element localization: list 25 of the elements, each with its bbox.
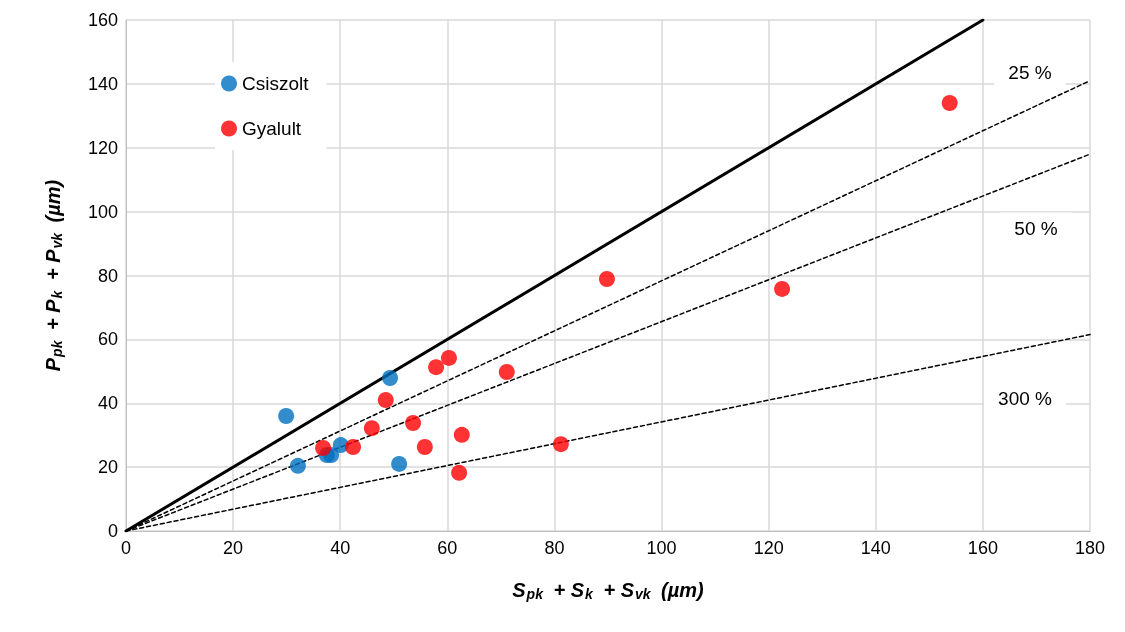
y-tick-label: 100: [87, 201, 118, 222]
x-tick-label: 20: [223, 538, 244, 558]
y-tick-label: 60: [97, 329, 118, 350]
y-axis-title: Ppk + Pk + Pvk (µm): [42, 179, 65, 372]
x-tick-label: 60: [437, 538, 458, 558]
x-tick-label: 140: [860, 538, 891, 558]
annotation: 300 %: [998, 387, 1053, 409]
legend-label: Gyalult: [242, 118, 302, 139]
x-tick-label: 40: [330, 538, 351, 558]
y-tick-label: 0: [107, 521, 118, 541]
x-tick-label: 80: [544, 538, 565, 558]
x-tick-label: 100: [646, 538, 677, 558]
y-tick-label: 120: [87, 137, 118, 158]
x-tick-label: 160: [967, 538, 998, 558]
y-tick-label: 140: [87, 73, 118, 94]
x-tick-label: 120: [753, 538, 784, 558]
legend-label: Csiszolt: [242, 73, 310, 94]
x-tick-label: 180: [1074, 538, 1106, 558]
annotation: 25 %: [1008, 61, 1052, 83]
y-tick-label: 40: [97, 393, 118, 414]
annotation: 50 %: [1014, 217, 1058, 239]
y-tick-label: 160: [87, 10, 118, 30]
y-tick-label: 20: [97, 457, 118, 478]
y-tick-label: 80: [97, 265, 118, 286]
x-tick-label: 0: [120, 538, 132, 558]
